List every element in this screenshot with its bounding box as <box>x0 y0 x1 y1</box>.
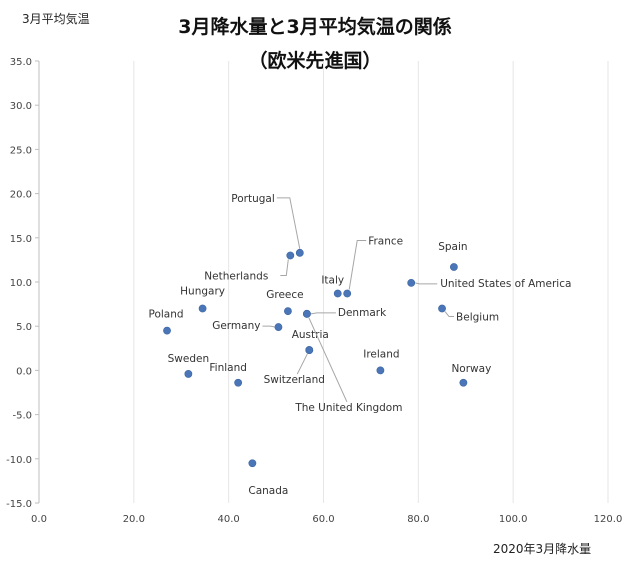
y-tick-label: -5.0 <box>12 411 32 422</box>
data-label-ireland: Ireland <box>363 348 399 360</box>
data-point-italy <box>333 289 342 298</box>
data-label-norway: Norway <box>451 363 491 375</box>
data-point-united-states-of-america <box>407 278 416 287</box>
data-point-germany <box>274 323 283 331</box>
x-tick-label: 80.0 <box>407 514 429 525</box>
x-tick-label: 120.0 <box>594 514 623 525</box>
y-tick-label: 25.0 <box>10 145 32 156</box>
data-label-denmark: Denmark <box>338 307 387 319</box>
data-label-sweden: Sweden <box>168 353 210 365</box>
data-point-switzerland <box>305 346 314 354</box>
y-tick-label: -15.0 <box>6 499 32 510</box>
y-tick-label: 35.0 <box>10 57 32 68</box>
x-axis-label: 2020年3月降水量 <box>493 542 592 556</box>
data-point-hungary <box>198 304 207 313</box>
y-tick-label: 10.0 <box>10 278 32 289</box>
data-point-netherlands <box>286 251 295 260</box>
data-label-spain: Spain <box>438 241 467 253</box>
x-tick-label: 20.0 <box>123 514 145 525</box>
data-point-norway <box>459 378 468 387</box>
x-tick-label: 60.0 <box>312 514 334 525</box>
y-tick-label: 0.0 <box>16 366 32 377</box>
x-tick-label: 100.0 <box>499 514 528 525</box>
data-point-belgium <box>438 304 446 313</box>
data-label-united-states-of-america: United States of America <box>440 278 571 290</box>
data-label-hungary: Hungary <box>180 286 225 298</box>
data-point-poland <box>163 326 171 335</box>
data-point-greece <box>284 307 292 316</box>
data-label-france: France <box>368 235 403 247</box>
chart-title: 3月降水量と3月平均気温の関係 <box>178 16 452 38</box>
data-point-finland <box>234 378 243 387</box>
data-point-france <box>343 289 352 298</box>
data-point-the-united-kingdom <box>303 309 311 318</box>
data-label-portugal: Portugal <box>231 193 275 205</box>
y-tick-label: -10.0 <box>6 455 32 466</box>
y-tick-label: 5.0 <box>16 322 32 333</box>
leader-line-netherlands <box>280 259 289 276</box>
data-label-greece: Greece <box>266 289 303 301</box>
y-axis-label: 3月平均気温 <box>22 12 90 26</box>
data-label-finland: Finland <box>209 362 247 374</box>
leader-line-united-states-of-america <box>415 282 438 285</box>
data-point-canada <box>248 459 257 468</box>
x-tick-label: 40.0 <box>218 514 240 525</box>
leader-line-belgium <box>444 311 455 318</box>
data-label-austria: Austria <box>292 329 329 341</box>
data-label-germany: Germany <box>212 320 260 332</box>
data-point-sweden <box>184 370 193 378</box>
leader-line-switzerland <box>296 353 308 375</box>
leader-line-denmark <box>310 312 336 315</box>
y-tick-label: 15.0 <box>10 234 32 245</box>
y-tick-label: 20.0 <box>10 190 32 201</box>
x-tick-label: 0.0 <box>31 514 47 525</box>
data-label-switzerland: Switzerland <box>264 374 325 386</box>
leader-line-germany <box>262 325 276 328</box>
data-label-netherlands: Netherlands <box>204 270 268 282</box>
y-tick-label: 30.0 <box>10 101 32 112</box>
chart-subtitle: （欧米先進国） <box>248 50 382 72</box>
data-point-portugal <box>295 248 304 257</box>
data-label-italy: Italy <box>321 274 344 286</box>
data-label-belgium: Belgium <box>456 312 499 324</box>
data-point-ireland <box>376 366 385 375</box>
leader-line-the-united-kingdom <box>308 317 348 403</box>
data-label-the-united-kingdom: The United Kingdom <box>294 402 402 414</box>
data-point-spain <box>449 263 458 271</box>
data-label-poland: Poland <box>148 309 183 321</box>
leader-line-portugal <box>276 197 301 249</box>
data-label-canada: Canada <box>248 485 288 497</box>
leader-line-france <box>348 239 367 290</box>
